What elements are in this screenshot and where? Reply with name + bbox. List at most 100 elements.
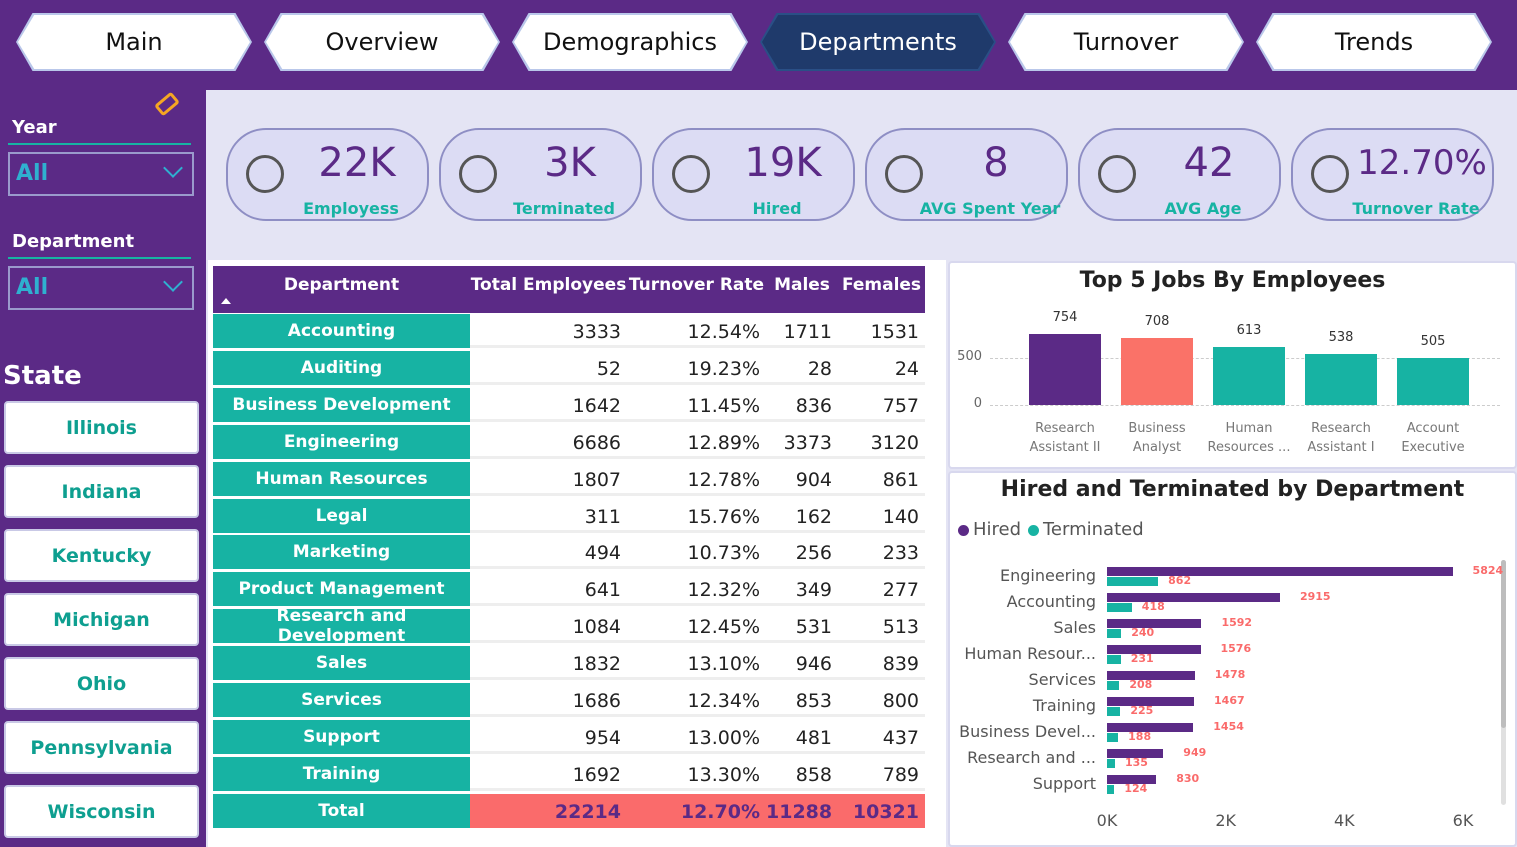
data-label: 538 — [1328, 330, 1354, 346]
bar — [1107, 733, 1119, 742]
kpi-value: 8 — [983, 140, 1009, 186]
y-tick-label: Services — [1028, 670, 1096, 689]
table-cell: 800 — [838, 683, 925, 717]
dropdown[interactable]: All — [8, 152, 194, 196]
state-button[interactable]: Illinois — [4, 401, 199, 454]
kpi-value: 22K — [318, 140, 396, 186]
table-header[interactable]: Total Employees — [470, 275, 627, 295]
table-cell: 904 — [766, 461, 838, 496]
y-tick-label: Training — [1032, 696, 1096, 715]
data-label: 505 — [1420, 333, 1446, 349]
table-cell: 19.23% — [627, 350, 766, 385]
bar — [1029, 334, 1101, 405]
table-header[interactable]: Department — [283, 275, 400, 295]
table-cell: 311 — [470, 498, 627, 533]
data-label: 208 — [1129, 678, 1153, 691]
kpi-label: Terminated — [513, 198, 615, 218]
state-button[interactable]: Indiana — [4, 465, 199, 518]
y-tick-label: Sales — [1053, 618, 1096, 637]
table-cell: 861 — [838, 461, 925, 496]
table-cell: 12.78% — [627, 461, 766, 496]
state-button[interactable]: Kentucky — [4, 529, 199, 582]
state-button[interactable]: Pennsylvania — [4, 721, 199, 774]
nav-tab[interactable]: Trends — [1258, 15, 1490, 69]
x-tick-label: 2K — [1215, 811, 1236, 830]
chart-panel — [948, 471, 1517, 847]
bar — [1121, 338, 1193, 405]
total-cell: 11288 — [766, 793, 838, 828]
state-button[interactable]: Wisconsin — [4, 785, 199, 838]
data-label: 862 — [1168, 574, 1192, 587]
table-cell: 836 — [766, 387, 838, 422]
table-cell: 12.34% — [627, 683, 766, 717]
bar — [1107, 619, 1202, 628]
data-label: 708 — [1144, 314, 1170, 330]
y-tick-label: Human Resour... — [964, 644, 1096, 663]
state-button[interactable]: Ohio — [4, 657, 199, 710]
nav-tab[interactable]: Turnover — [1010, 15, 1242, 69]
bar — [1213, 347, 1285, 405]
data-label: 1576 — [1220, 642, 1252, 655]
state-button[interactable]: Michigan — [4, 593, 199, 646]
bar — [1107, 629, 1122, 638]
bar — [1107, 645, 1201, 654]
nav-tab[interactable]: Overview — [266, 15, 498, 69]
department-cell: Marketing — [213, 535, 470, 570]
table-header[interactable]: Females — [841, 275, 922, 295]
table-cell: 162 — [766, 498, 838, 533]
data-label: 1592 — [1221, 616, 1253, 629]
table-cell: 24 — [838, 350, 925, 385]
table-cell: 641 — [470, 572, 627, 607]
department-cell: Auditing — [213, 350, 470, 385]
table-cell: 3373 — [766, 424, 838, 459]
y-tick-label: Support — [1032, 774, 1096, 793]
table-cell: 1832 — [470, 646, 627, 681]
department-cell: Business Development — [213, 387, 470, 422]
bar — [1107, 603, 1132, 612]
legend-marker — [1028, 525, 1039, 536]
y-tick-label: Engineering — [1000, 566, 1096, 585]
table-header[interactable]: Males — [774, 275, 830, 295]
data-label: 1478 — [1214, 668, 1246, 681]
y-tick-label: Research and ... — [967, 748, 1096, 767]
data-label: 225 — [1130, 704, 1154, 717]
bar — [1107, 655, 1121, 664]
table-cell: 481 — [766, 719, 838, 754]
kpi-label: Employess — [303, 198, 399, 218]
table-cell: 12.89% — [627, 424, 766, 459]
table-cell: 513 — [838, 609, 925, 644]
table-cell: 1686 — [470, 683, 627, 717]
department-cell: Engineering — [213, 424, 470, 459]
table-header[interactable]: Turnover Rate — [628, 275, 765, 295]
dropdown[interactable]: All — [8, 266, 194, 310]
kpi-card — [1291, 128, 1494, 221]
kpi-icon — [885, 155, 923, 193]
kpi-value: 12.70% — [1357, 143, 1487, 183]
total-cell: 12.70% — [627, 793, 766, 828]
table-cell: 233 — [838, 535, 925, 570]
total-cell: 22214 — [470, 793, 627, 828]
total-cell: 10321 — [838, 793, 925, 828]
kpi-label: AVG Age — [1164, 198, 1242, 218]
department-cell: Services — [213, 683, 470, 717]
legend-label[interactable]: Hired — [973, 519, 1022, 540]
bar — [1107, 697, 1195, 706]
kpi-value: 3K — [544, 140, 596, 186]
data-label: 1454 — [1213, 720, 1244, 733]
department-cell: Accounting — [213, 314, 470, 348]
x-tick-label: 0K — [1096, 811, 1118, 830]
legend-label[interactable]: Terminated — [1043, 519, 1144, 540]
data-label: 613 — [1236, 323, 1262, 339]
nav-tab[interactable]: Demographics — [514, 15, 746, 69]
table-cell: 946 — [766, 646, 838, 681]
table-cell: 12.54% — [627, 314, 766, 348]
nav-tab[interactable]: Departments — [762, 15, 994, 69]
kpi-value: 19K — [744, 140, 822, 186]
filter-label: Year — [12, 117, 57, 138]
nav-tab[interactable]: Main — [18, 15, 250, 69]
department-cell: Product Management — [213, 572, 470, 607]
chart-title: Top 5 Jobs By Employees — [1079, 268, 1386, 293]
bar — [1107, 785, 1115, 794]
bar — [1305, 354, 1377, 405]
table-cell: 12.45% — [627, 609, 766, 644]
